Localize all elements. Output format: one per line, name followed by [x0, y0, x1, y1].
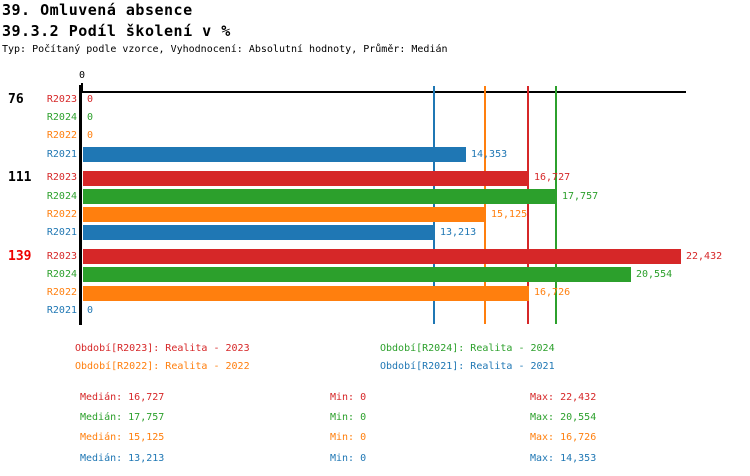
bar-R2023-group-111	[83, 171, 529, 186]
report-number-title: 39. Omluvená absence	[2, 1, 193, 19]
bar-R2022-group-111	[83, 207, 486, 222]
row-label-R2022-group-76: R2022	[46, 130, 77, 141]
legend-item-R2022: Období[R2022]: Realita - 2022	[75, 361, 250, 372]
x-axis-tick-label-0: 0	[78, 70, 86, 81]
bar-R2023-group-139	[83, 249, 681, 264]
bar-R2024-group-111	[83, 189, 557, 204]
stat-max-R2021: Max: 14,353	[530, 453, 597, 464]
stat-median-R2023: Medián: 16,727	[80, 392, 165, 403]
row-label-R2023-group-111: R2023	[46, 172, 77, 183]
stat-min-R2023: Min: 0	[330, 392, 367, 403]
group-label-139: 139	[8, 249, 32, 264]
stat-min-R2021: Min: 0	[330, 453, 367, 464]
legend-item-R2023: Období[R2023]: Realita - 2023	[75, 343, 250, 354]
x-axis-tick-mark	[81, 83, 83, 91]
bar-value-label-R2022-group-139: 16,726	[534, 287, 571, 298]
row-label-R2021-group-111: R2021	[46, 227, 77, 238]
indicator-meta-line: Typ: Počítaný podle vzorce, Vyhodnocení:…	[2, 44, 448, 55]
row-label-R2024-group-111: R2024	[46, 191, 77, 202]
row-label-R2024-group-76: R2024	[46, 112, 77, 123]
stat-median-R2024: Medián: 17,757	[80, 412, 165, 423]
group-label-76: 76	[8, 92, 24, 107]
row-label-R2023-group-139: R2023	[46, 251, 77, 262]
group-label-111: 111	[8, 170, 32, 185]
stat-max-R2024: Max: 20,554	[530, 412, 597, 423]
bar-value-label-R2022-group-76: 0	[87, 130, 94, 141]
bar-value-label-R2021-group-111: 13,213	[440, 227, 477, 238]
bar-value-label-R2024-group-111: 17,757	[562, 191, 599, 202]
stat-max-R2022: Max: 16,726	[530, 432, 597, 443]
bar-R2021-group-76	[83, 147, 466, 162]
bar-value-label-R2023-group-76: 0	[87, 94, 94, 105]
stat-min-R2024: Min: 0	[330, 412, 367, 423]
horizontal-bar-chart: 0 76 R2023 0 R2024 0 R2022 0 R2021 14,353 111 R2023…	[8, 70, 723, 325]
bar-value-label-R2023-group-111: 16,727	[534, 172, 571, 183]
median-line-R2024	[554, 86, 557, 324]
median-line-R2023	[527, 86, 530, 324]
bar-value-label-R2023-group-139: 22,432	[686, 251, 723, 262]
bar-value-label-R2021-group-76: 14,353	[471, 149, 508, 160]
bar-value-label-R2024-group-139: 20,554	[636, 269, 673, 280]
stat-median-R2022: Medián: 15,125	[80, 432, 165, 443]
median-line-R2022	[484, 86, 487, 324]
row-label-R2021-group-76: R2021	[46, 149, 77, 160]
legend-item-R2024: Období[R2024]: Realita - 2024	[380, 343, 555, 354]
y-axis-line	[79, 85, 82, 325]
bar-R2022-group-139	[83, 286, 529, 301]
row-label-R2023-group-76: R2023	[46, 94, 77, 105]
indicator-title: 39.3.2 Podíl školení v %	[2, 22, 231, 40]
row-label-R2024-group-139: R2024	[46, 269, 77, 280]
median-line-R2021	[433, 86, 436, 324]
bar-R2024-group-139	[83, 267, 631, 282]
plot-top-line	[82, 91, 686, 93]
bar-value-label-R2024-group-76: 0	[87, 112, 94, 123]
stat-median-R2021: Medián: 13,213	[80, 453, 165, 464]
row-label-R2022-group-139: R2022	[46, 287, 77, 298]
bar-value-label-R2021-group-139: 0	[87, 305, 94, 316]
stat-min-R2022: Min: 0	[330, 432, 367, 443]
bar-value-label-R2022-group-111: 15,125	[491, 209, 528, 220]
stat-max-R2023: Max: 22,432	[530, 392, 597, 403]
row-label-R2021-group-139: R2021	[46, 305, 77, 316]
legend-item-R2021: Období[R2021]: Realita - 2021	[380, 361, 555, 372]
row-label-R2022-group-111: R2022	[46, 209, 77, 220]
bar-R2021-group-111	[83, 225, 435, 240]
